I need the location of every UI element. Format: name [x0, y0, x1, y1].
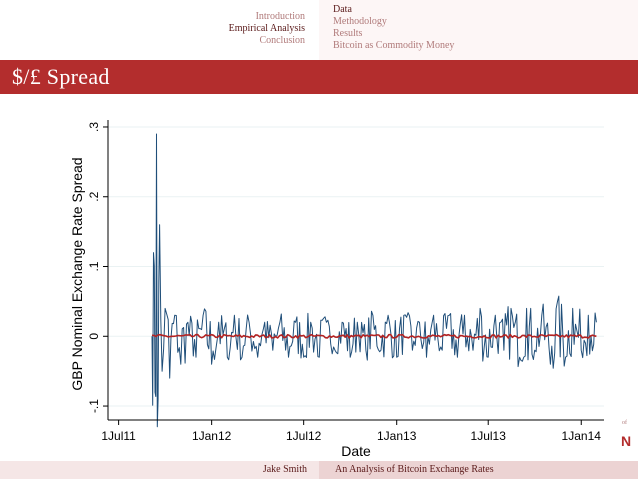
- nav-subsection-data[interactable]: Data: [333, 4, 352, 15]
- y-tick-label: 0: [87, 333, 101, 340]
- y-axis-title: GBP Nominal Exchange Rate Spread: [69, 157, 85, 390]
- university-logo: N: [621, 433, 632, 449]
- subsection-nav: Data Methodology Results Bitcoin as Comm…: [319, 0, 638, 60]
- x-tick-label: 1Jan13: [377, 429, 417, 443]
- footer-author-panel: Jake Smith: [0, 461, 319, 479]
- nav-subsection-methodology[interactable]: Methodology: [333, 16, 387, 27]
- header-navigation: Introduction Empirical Analysis Conclusi…: [0, 0, 638, 60]
- x-axis-title: Date: [341, 443, 371, 459]
- series-layer: [151, 133, 597, 428]
- nav-section-introduction[interactable]: Introduction: [255, 11, 305, 22]
- footer-author: Jake Smith: [262, 464, 307, 475]
- section-nav: Introduction Empirical Analysis Conclusi…: [0, 0, 319, 60]
- x-tick-label: 1Jul13: [471, 429, 507, 443]
- footer: Jake Smith An Analysis of Bitcoin Exchan…: [0, 461, 638, 479]
- x-tick-label: 1Jul11: [101, 429, 136, 443]
- axis-layer: [103, 120, 604, 425]
- x-tick-label: 1Jan12: [192, 429, 232, 443]
- x-tick-label: 1Jul12: [286, 429, 322, 443]
- y-tick-label: .3: [87, 122, 101, 132]
- logo-small-text: of: [622, 420, 627, 426]
- grid-lines: [108, 126, 604, 407]
- y-tick-label: .2: [87, 191, 101, 201]
- series-line-spread: [151, 133, 597, 428]
- nav-subsection-bitcoin-commodity-money[interactable]: Bitcoin as Commodity Money: [333, 40, 455, 51]
- y-tick-label: -.1: [87, 399, 101, 413]
- slide-title-bar: $/£ Spread: [0, 60, 638, 94]
- x-tick-label: 1Jan14: [562, 429, 602, 443]
- nav-section-conclusion[interactable]: Conclusion: [259, 35, 305, 46]
- slide-title: $/£ Spread: [12, 64, 110, 89]
- nav-subsection-results[interactable]: Results: [333, 28, 363, 39]
- label-layer: -.1 0 .1 .2 .3 1Jul11 1Jan12 1Jul12 1Jan13 1Jul13…: [69, 122, 601, 459]
- spread-chart: -.1 0 .1 .2 .3 1Jul11 1Jan12 1Jul12 1Jan13 1Jul13…: [69, 120, 604, 459]
- footer-presentation-title: An Analysis of Bitcoin Exchange Rates: [335, 464, 494, 475]
- series-line-mean: [151, 333, 597, 339]
- footer-title-panel: An Analysis of Bitcoin Exchange Rates: [319, 461, 638, 479]
- y-tick-label: .1: [87, 261, 101, 271]
- nav-section-empirical-analysis[interactable]: Empirical Analysis: [228, 23, 305, 34]
